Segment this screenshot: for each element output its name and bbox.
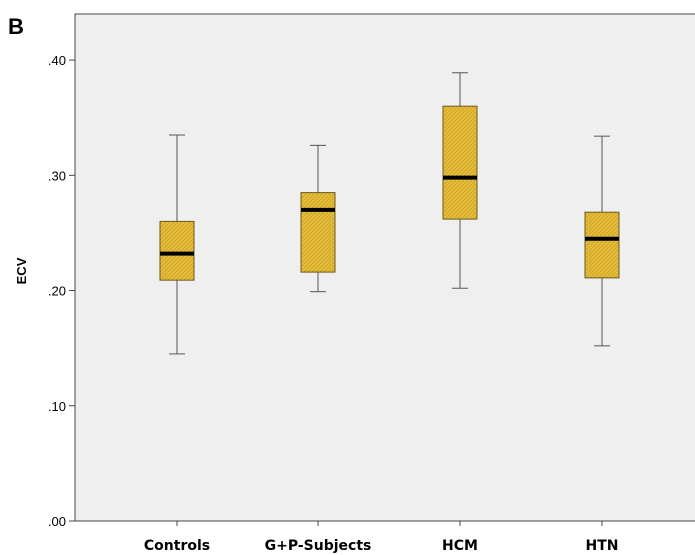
iqr-box [584,211,620,279]
y-tick-label: .30 [48,168,66,183]
panel-label: B [8,14,24,39]
box-series [159,72,620,355]
box-htn [584,135,620,347]
x-tick-label: Controls [144,538,210,554]
y-axis-title: ECV [14,257,29,284]
box-hcm [442,72,478,289]
y-tick-label: .20 [48,284,66,299]
y-tick-label: .10 [48,399,66,414]
box-g-p-subjects [300,144,336,293]
box-controls [159,134,195,355]
x-tick-label: G+P-Subjects [265,538,372,554]
y-axis: .00 .10 .20 .30 .40 [48,53,75,529]
iqr-box [300,192,336,273]
iqr-box [159,220,195,281]
y-tick-label: .40 [48,53,66,68]
x-tick-label: HCM [442,538,478,554]
x-axis: Controls G+P-Subjects HCM HTN [144,521,619,554]
iqr-box [442,105,478,220]
x-tick-label: HTN [586,538,619,554]
y-tick-label: .00 [48,514,66,529]
